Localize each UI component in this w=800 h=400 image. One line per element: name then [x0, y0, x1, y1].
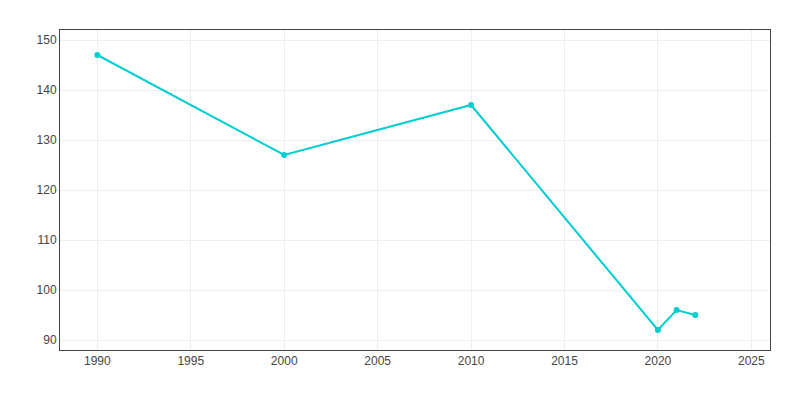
svg-text:100: 100: [37, 283, 57, 297]
svg-text:90: 90: [43, 333, 57, 347]
svg-text:120: 120: [37, 183, 57, 197]
svg-text:2025: 2025: [738, 354, 765, 368]
svg-text:2010: 2010: [458, 354, 485, 368]
svg-text:140: 140: [37, 83, 57, 97]
svg-text:2015: 2015: [551, 354, 578, 368]
svg-text:1990: 1990: [84, 354, 111, 368]
svg-text:110: 110: [37, 233, 56, 247]
svg-text:2005: 2005: [364, 354, 391, 368]
svg-text:130: 130: [37, 133, 57, 147]
svg-text:150: 150: [37, 33, 57, 47]
svg-text:2000: 2000: [271, 354, 298, 368]
svg-text:1995: 1995: [177, 354, 204, 368]
svg-text:2020: 2020: [645, 354, 672, 368]
